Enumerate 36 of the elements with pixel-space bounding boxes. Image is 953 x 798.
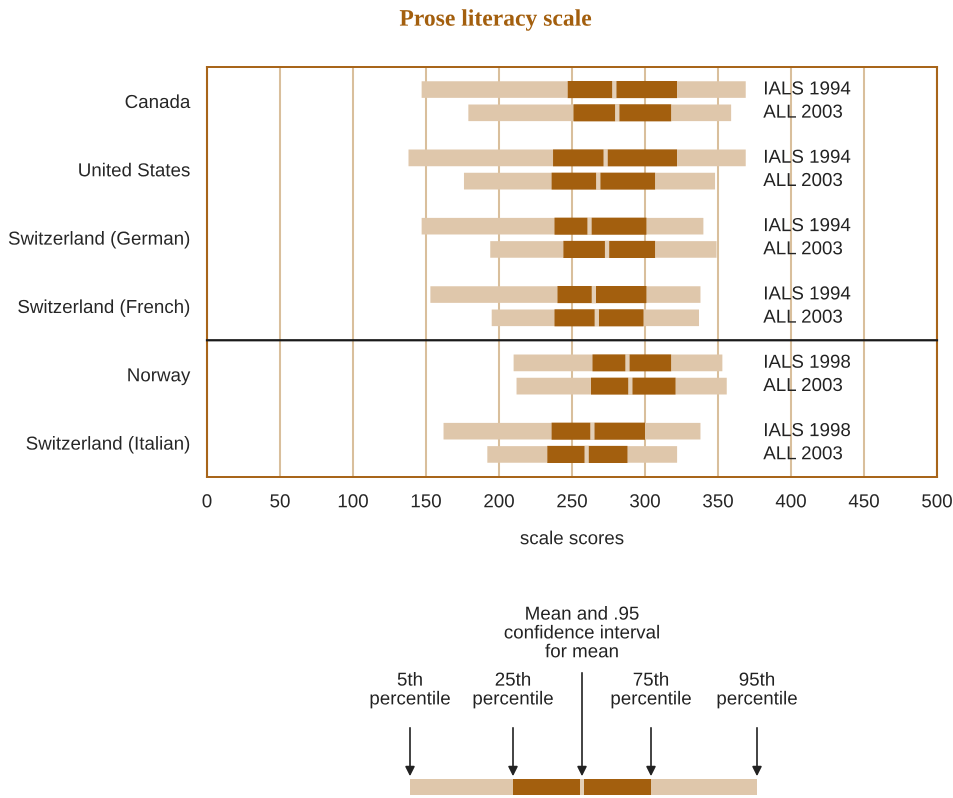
text: 5th percentile	[370, 672, 450, 708]
x-tick-label: 0	[202, 494, 212, 508]
x-tick-label: 250	[557, 494, 587, 508]
text: 75th percentile	[612, 672, 691, 708]
annotation: IALS 1998	[764, 422, 850, 436]
annotation: IALS 1994	[764, 150, 850, 163]
x-tick-label: 50	[270, 494, 290, 508]
annotation: IALS 1994	[764, 81, 850, 95]
x-axis-title: scale scores	[520, 530, 624, 544]
y-tick-label: Norway	[128, 368, 190, 386]
x-tick-label: 450	[848, 494, 879, 508]
x-tick-label: 150	[412, 494, 441, 508]
text: 95th percentile	[718, 672, 797, 708]
x-tick-label: 350	[703, 494, 733, 508]
annotation: ALL 2003	[763, 310, 842, 323]
text: Mean and .95 confidence interval for mean	[504, 606, 659, 658]
annotation: ALL 2003	[763, 104, 842, 118]
y-tick-label: Switzerland (Italian)	[26, 436, 190, 454]
text: 25th percentile	[474, 672, 553, 708]
chart-title: Prose literacy scale	[400, 9, 592, 31]
annotation: ALL 2003	[763, 241, 842, 254]
y-tick-label: Switzerland (French)	[18, 299, 190, 317]
annotation: IALS 1994	[764, 218, 850, 232]
annotation: IALS 1994	[764, 286, 850, 300]
y-tick-label: Canada	[126, 94, 190, 108]
annotation: ALL 2003	[763, 446, 842, 460]
x-tick-label: 400	[776, 494, 806, 508]
x-tick-label: 200	[484, 494, 514, 508]
annotation: ALL 2003	[763, 378, 842, 392]
annotation: IALS 1998	[764, 354, 850, 368]
x-tick-label: 500	[922, 494, 952, 508]
y-tick-label: United States	[79, 162, 190, 176]
x-tick-label: 100	[338, 494, 368, 508]
annotation: ALL 2003	[763, 172, 842, 186]
x-tick-label: 300	[630, 494, 660, 508]
y-tick-label: Switzerland (German)	[8, 231, 190, 249]
